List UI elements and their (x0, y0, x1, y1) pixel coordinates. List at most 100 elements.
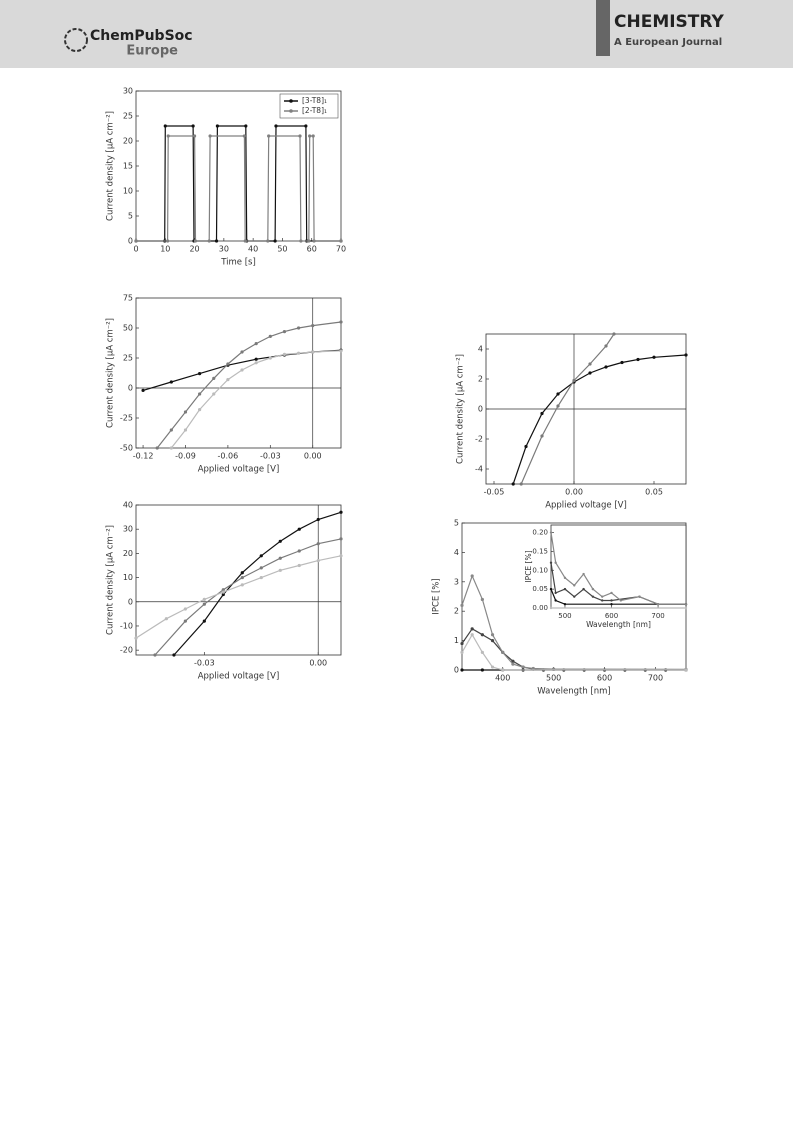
point (316, 542, 320, 546)
x-tick-label: 400 (495, 674, 510, 683)
point (240, 583, 244, 587)
x-tick-label: 10 (160, 245, 170, 254)
y-tick-label: 0 (478, 405, 483, 414)
point (480, 668, 484, 672)
x-tick-label: 40 (248, 245, 258, 254)
point (208, 134, 212, 138)
y-axis-label: IPCE [%] (432, 578, 442, 614)
legend-label: [3-T8]₁ (302, 96, 327, 105)
y-tick-label: 15 (123, 162, 133, 171)
point (297, 527, 301, 531)
x-axis-label: Applied voltage [V] (198, 672, 280, 682)
point (304, 124, 308, 128)
x-tick-label: 70 (336, 245, 346, 254)
point (254, 361, 258, 365)
legend-box (279, 93, 339, 119)
point (297, 549, 301, 553)
point (610, 603, 613, 606)
point (259, 554, 263, 558)
point (339, 554, 343, 558)
x-tick-label: -0.05 (484, 488, 505, 497)
point (278, 556, 282, 560)
point (652, 355, 656, 359)
point (169, 446, 173, 450)
point (274, 124, 278, 128)
point (198, 408, 202, 412)
point (460, 650, 464, 654)
point (202, 597, 206, 601)
journal-bar (596, 0, 610, 56)
point (511, 659, 515, 663)
point (191, 124, 195, 128)
point (212, 376, 216, 380)
point (573, 584, 576, 587)
point (254, 357, 258, 361)
point (588, 362, 592, 366)
point (316, 559, 320, 563)
point (591, 595, 595, 598)
point (183, 428, 188, 432)
point (244, 124, 248, 128)
point (207, 239, 211, 243)
point (684, 353, 688, 357)
point (339, 537, 343, 541)
x-tick-label: 500 (546, 674, 561, 683)
logo-icon (64, 28, 88, 52)
y-tick-label: -10 (120, 621, 133, 630)
point (214, 239, 219, 243)
point (638, 595, 641, 598)
y-tick-label: 0.05 (532, 585, 548, 593)
point (549, 561, 553, 564)
y-axis-label: Current density [µA cm⁻²] (106, 111, 116, 221)
point (172, 653, 176, 657)
point (556, 404, 560, 408)
y-tick-label: 0.20 (532, 529, 548, 537)
x-tick-label: 0 (133, 245, 138, 254)
point (193, 239, 198, 243)
point (282, 330, 287, 334)
y-tick-label: -2 (475, 435, 483, 444)
point (155, 446, 159, 450)
series-line (136, 125, 341, 242)
point (169, 428, 173, 432)
point (573, 595, 576, 598)
y-tick-label: -50 (120, 444, 133, 453)
series-line (170, 350, 342, 449)
point (501, 668, 505, 672)
x-tick-label: 0.00 (304, 452, 322, 461)
y-tick-label: 5 (128, 212, 133, 221)
point (339, 320, 343, 324)
point (490, 633, 495, 637)
publisher: ChemPubSoc (90, 28, 193, 44)
point (202, 619, 206, 623)
point (460, 641, 464, 646)
x-tick-label: -0.03 (260, 452, 281, 461)
point (266, 239, 270, 243)
point (460, 668, 464, 672)
point (540, 411, 544, 416)
point (490, 665, 495, 669)
point (296, 351, 301, 355)
point (198, 372, 202, 376)
point (298, 134, 302, 138)
point (183, 410, 188, 414)
point (582, 587, 585, 591)
point (297, 563, 301, 568)
point (470, 574, 474, 578)
y-tick-label: 3 (454, 577, 459, 586)
point (684, 606, 688, 610)
x-tick-label: 60 (307, 245, 317, 254)
y-tick-label: 2 (478, 375, 483, 384)
y-tick-label: 30 (123, 87, 133, 96)
point (316, 517, 320, 522)
point (183, 607, 187, 611)
point (501, 650, 505, 654)
point (308, 134, 312, 138)
point (524, 444, 528, 449)
y-tick-label: 2 (454, 607, 459, 616)
point (134, 239, 138, 243)
x-tick-label: 600 (605, 612, 618, 620)
point (307, 239, 311, 243)
plot-frame (550, 524, 687, 609)
